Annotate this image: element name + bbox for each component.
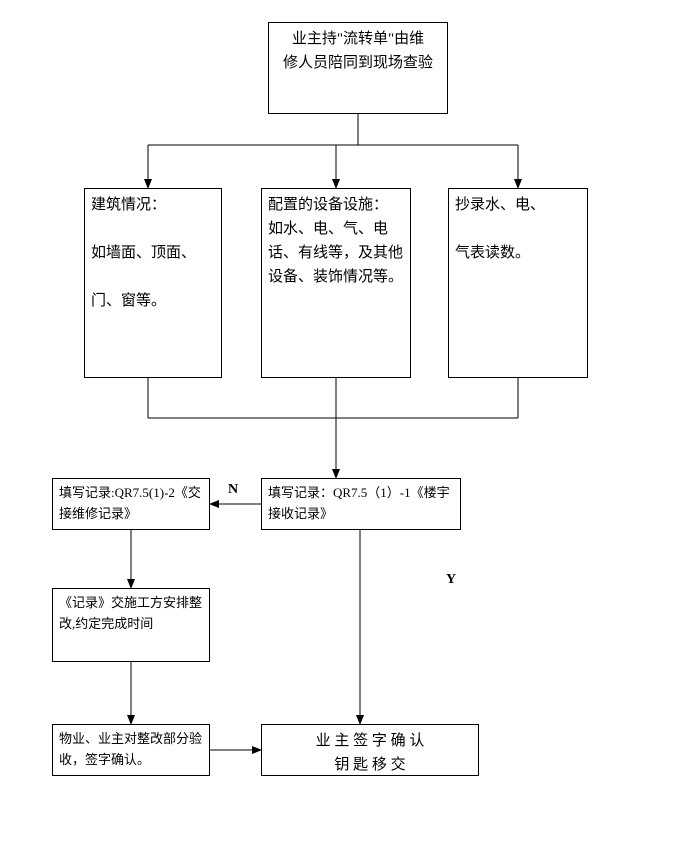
node-mid-left-text: 建筑情况： 如墙面、顶面、 门、窗等。	[91, 197, 196, 309]
node-top: 业主持"流转单"由维修人员陪同到现场查验	[268, 22, 448, 114]
node-final-text: 业 主 签 字 确 认钥 匙 移 交	[316, 733, 425, 773]
node-final: 业 主 签 字 确 认钥 匙 移 交	[261, 724, 479, 776]
node-rec-left-text: 填写记录:QR7.5(1)-2《交接维修记录》	[59, 485, 201, 521]
node-rec-right: 填写记录：QR7.5（1）-1《楼宇接收记录》	[261, 478, 461, 530]
node-top-text: 业主持"流转单"由维修人员陪同到现场查验	[283, 31, 433, 71]
node-verify-text: 物业、业主对整改部分验收，签字确认。	[59, 731, 202, 767]
node-mid-right-text: 抄录水、电、 气表读数。	[455, 197, 545, 261]
node-rectify-text: 《记录》交施工方安排整改,约定完成时间	[59, 595, 202, 631]
label-y: Y	[446, 572, 456, 588]
node-mid-right: 抄录水、电、 气表读数。	[448, 188, 588, 378]
node-rec-left: 填写记录:QR7.5(1)-2《交接维修记录》	[52, 478, 210, 530]
node-mid-center-text: 配置的设备设施：如水、电、气、电话、有线等，及其他设备、装饰情况等。	[268, 197, 403, 285]
node-rectify: 《记录》交施工方安排整改,约定完成时间	[52, 588, 210, 662]
node-rec-right-text: 填写记录：QR7.5（1）-1《楼宇接收记录》	[268, 485, 450, 521]
node-mid-center: 配置的设备设施：如水、电、气、电话、有线等，及其他设备、装饰情况等。	[261, 188, 411, 378]
node-verify: 物业、业主对整改部分验收，签字确认。	[52, 724, 210, 776]
label-n: N	[228, 482, 238, 498]
node-mid-left: 建筑情况： 如墙面、顶面、 门、窗等。	[84, 188, 222, 378]
